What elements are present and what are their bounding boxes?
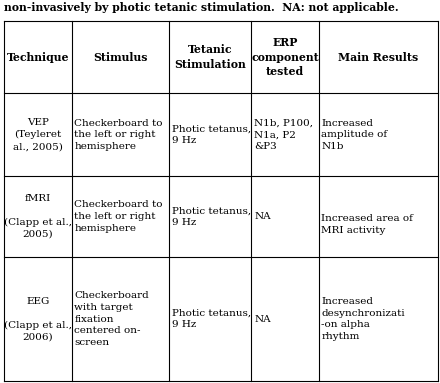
Text: Checkerboard to
the left or right
hemisphere: Checkerboard to the left or right hemisp… <box>74 119 163 151</box>
Text: Checkerboard to
the left or right
hemisphere: Checkerboard to the left or right hemisp… <box>74 200 163 233</box>
Text: N1b, P100,
N1a, P2
&P3: N1b, P100, N1a, P2 &P3 <box>254 119 313 151</box>
Text: Photic tetanus,
9 Hz: Photic tetanus, 9 Hz <box>172 206 251 227</box>
Text: VEP
(Teyleret
al., 2005): VEP (Teyleret al., 2005) <box>13 118 63 151</box>
Text: Photic tetanus,
9 Hz: Photic tetanus, 9 Hz <box>172 309 251 329</box>
Text: Stimulus: Stimulus <box>93 52 147 63</box>
Text: Main Results: Main Results <box>338 52 418 63</box>
Text: Checkerboard
with target
fixation
centered on-
screen: Checkerboard with target fixation center… <box>74 291 149 347</box>
Text: non-invasively by photic tetanic stimulation.  NA: not applicable.: non-invasively by photic tetanic stimula… <box>4 2 399 13</box>
Text: Tetanic
Stimulation: Tetanic Stimulation <box>174 44 246 70</box>
Text: fMRI

(Clapp et al.,
2005): fMRI (Clapp et al., 2005) <box>4 194 72 239</box>
Text: ERP
component
tested: ERP component tested <box>251 37 319 77</box>
Text: EEG

(Clapp et al.,
2006): EEG (Clapp et al., 2006) <box>4 297 72 341</box>
Text: Photic tetanus,
9 Hz: Photic tetanus, 9 Hz <box>172 124 251 145</box>
Text: NA: NA <box>254 314 271 324</box>
Text: Increased area of
MRI activity: Increased area of MRI activity <box>321 214 413 235</box>
Text: Increased
amplitude of
N1b: Increased amplitude of N1b <box>321 119 387 151</box>
Text: NA: NA <box>254 212 271 221</box>
Text: Increased
desynchronizati
-on alpha
rhythm: Increased desynchronizati -on alpha rhyt… <box>321 297 405 341</box>
Text: Technique: Technique <box>7 52 69 63</box>
